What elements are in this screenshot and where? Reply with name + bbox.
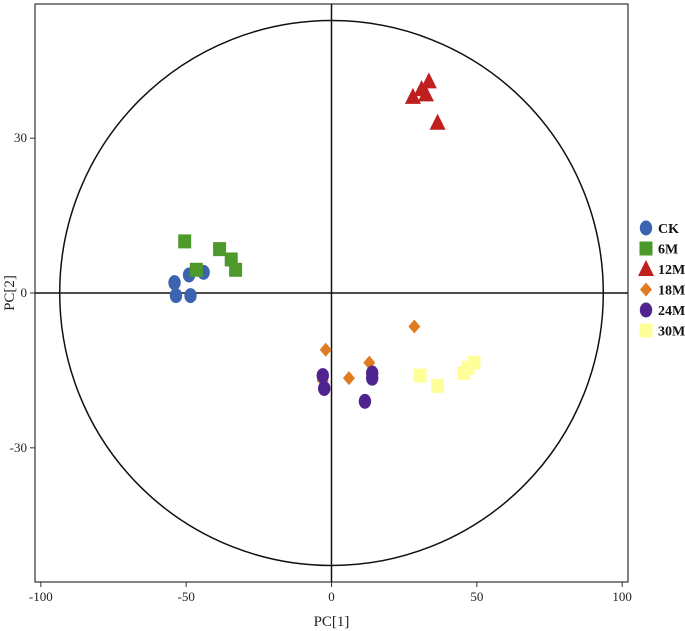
point-24m bbox=[316, 368, 329, 384]
point-ck bbox=[169, 288, 183, 304]
legend: CK 6M 12M 18M 24M 30M bbox=[638, 220, 685, 340]
point-30m bbox=[413, 368, 427, 383]
point-18m bbox=[342, 371, 355, 386]
x-tick-label: 100 bbox=[612, 589, 632, 604]
y-axis-label: PC[2] bbox=[2, 275, 18, 311]
point-30m bbox=[431, 378, 445, 393]
point-ck bbox=[184, 288, 197, 304]
point-6m bbox=[213, 242, 227, 257]
data-points bbox=[168, 72, 481, 409]
point-12m bbox=[420, 72, 437, 89]
point-6m bbox=[189, 262, 203, 277]
point-12m bbox=[404, 87, 421, 104]
x-tick-label: -50 bbox=[177, 589, 194, 604]
point-24m bbox=[365, 370, 379, 386]
legend-label-18m: 18M bbox=[658, 284, 685, 299]
legend-marker-ck bbox=[639, 220, 653, 236]
point-6m bbox=[229, 262, 243, 277]
legend-label-24m: 24M bbox=[658, 304, 685, 319]
point-24m bbox=[358, 393, 372, 409]
y-tick-label: 0 bbox=[21, 285, 28, 300]
legend-marker-6m bbox=[639, 241, 653, 256]
point-24m bbox=[318, 380, 331, 396]
x-tick-label: -100 bbox=[29, 589, 53, 604]
point-12m bbox=[417, 85, 434, 102]
legend-marker-18m bbox=[640, 282, 652, 297]
x-tick-label: 0 bbox=[328, 589, 335, 604]
y-axis-ticks: -30 0 30 bbox=[10, 130, 35, 455]
legend-label-12m: 12M bbox=[658, 263, 685, 278]
y-tick-label: -30 bbox=[10, 440, 27, 455]
legend-marker-24m bbox=[639, 302, 653, 318]
hotelling-ellipse bbox=[58, 19, 605, 567]
legend-marker-30m bbox=[639, 323, 653, 338]
legend-label-30m: 30M bbox=[658, 325, 685, 340]
x-tick-label: 50 bbox=[470, 589, 483, 604]
legend-marker-12m bbox=[638, 260, 654, 276]
legend-label-6m: 6M bbox=[658, 243, 678, 258]
point-ck bbox=[168, 275, 181, 291]
point-12m bbox=[429, 113, 446, 130]
x-axis-ticks: -100 -50 0 50 100 bbox=[29, 582, 632, 604]
point-30m bbox=[467, 355, 481, 370]
y-tick-label: 30 bbox=[14, 130, 27, 145]
point-6m bbox=[178, 234, 192, 249]
point-18m bbox=[408, 319, 421, 334]
x-axis-label: PC[1] bbox=[314, 614, 350, 630]
point-18m bbox=[319, 342, 332, 357]
legend-label-ck: CK bbox=[658, 222, 679, 237]
